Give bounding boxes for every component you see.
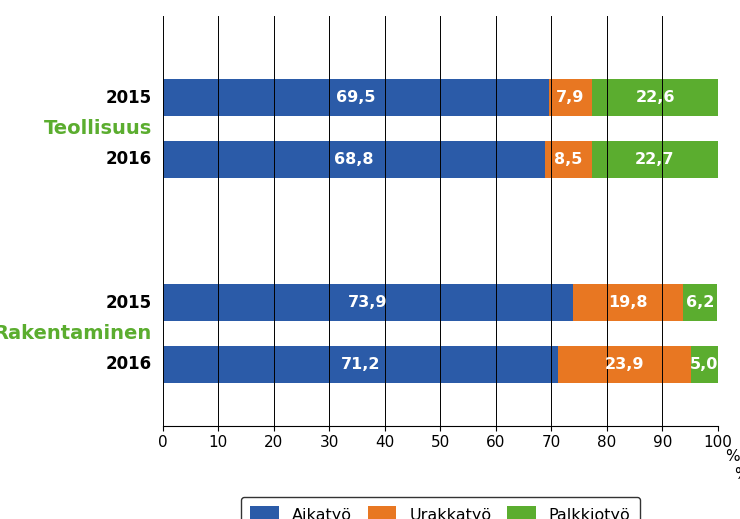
Bar (163, 141, 545, 177)
Text: %: % (724, 449, 739, 464)
Bar (163, 284, 573, 321)
Bar (593, 79, 718, 116)
Text: 23,9: 23,9 (605, 357, 644, 372)
Bar (548, 79, 593, 116)
Bar (592, 141, 718, 177)
Text: 2015: 2015 (106, 89, 152, 106)
Text: Rakentaminen: Rakentaminen (0, 324, 152, 343)
Text: 2015: 2015 (106, 294, 152, 311)
Text: 71,2: 71,2 (340, 357, 380, 372)
Text: 7,9: 7,9 (556, 90, 585, 105)
Bar (573, 284, 683, 321)
Text: 6,2: 6,2 (686, 295, 714, 310)
Text: 68,8: 68,8 (334, 152, 374, 167)
Bar (690, 346, 719, 383)
Text: 73,9: 73,9 (348, 295, 388, 310)
Bar (683, 284, 717, 321)
Text: 8,5: 8,5 (554, 152, 582, 167)
Text: Teollisuus: Teollisuus (44, 119, 152, 138)
Bar (163, 346, 558, 383)
Text: 19,8: 19,8 (608, 295, 648, 310)
Text: 22,7: 22,7 (635, 152, 675, 167)
Text: 22,6: 22,6 (636, 90, 675, 105)
Bar (163, 79, 548, 116)
Text: %: % (735, 467, 740, 482)
Text: 5,0: 5,0 (690, 357, 719, 372)
Legend: Aikatyö, Urakkatyö, Palkkiotyö: Aikatyö, Urakkatyö, Palkkiotyö (240, 497, 640, 519)
Text: 2016: 2016 (106, 150, 152, 168)
Bar (545, 141, 592, 177)
Bar (558, 346, 690, 383)
Text: 2016: 2016 (106, 355, 152, 373)
Text: 69,5: 69,5 (336, 90, 375, 105)
